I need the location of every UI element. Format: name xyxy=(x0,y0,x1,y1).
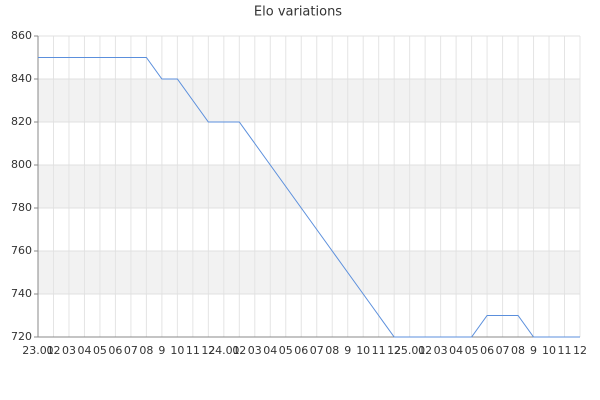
x-tick-label: 08 xyxy=(139,344,153,357)
x-tick-label: 10 xyxy=(356,344,370,357)
x-tick-label: 05 xyxy=(93,344,107,357)
x-tick-label: 06 xyxy=(294,344,308,357)
x-tick-label: 9 xyxy=(344,344,351,357)
grid-band xyxy=(38,79,580,122)
x-tick-label: 11 xyxy=(558,344,572,357)
y-tick-label: 740 xyxy=(11,287,32,300)
x-tick-label: 11 xyxy=(186,344,200,357)
x-tick-label: 02 xyxy=(418,344,432,357)
x-tick-label: 9 xyxy=(530,344,537,357)
grid-band xyxy=(38,251,580,294)
x-tick-label: 07 xyxy=(310,344,324,357)
x-tick-label: 05 xyxy=(279,344,293,357)
x-tick-label: 10 xyxy=(542,344,556,357)
x-tick-label: 25.01 xyxy=(394,344,426,357)
x-tick-label: 03 xyxy=(434,344,448,357)
x-tick-label: 04 xyxy=(77,344,91,357)
x-tick-label: 12 xyxy=(573,344,587,357)
x-tick-label: 10 xyxy=(170,344,184,357)
x-tick-label: 02 xyxy=(46,344,60,357)
y-tick-label: 840 xyxy=(11,72,32,85)
x-tick-label: 24.01 xyxy=(208,344,240,357)
x-tick-label: 05 xyxy=(465,344,479,357)
x-tick-label: 06 xyxy=(108,344,122,357)
y-tick-label: 720 xyxy=(11,330,32,343)
x-tick-label: 11 xyxy=(372,344,386,357)
x-tick-label: 12 xyxy=(201,344,215,357)
line xyxy=(38,57,580,338)
x-tick-label: 04 xyxy=(449,344,463,357)
x-tick-label: 06 xyxy=(480,344,494,357)
x-tick-label: 02 xyxy=(232,344,246,357)
chart-title: Elo variations xyxy=(254,5,342,20)
x-tick-label: 12 xyxy=(387,344,401,357)
x-tick-label: 07 xyxy=(496,344,510,357)
x-tick-label: 23.01 xyxy=(22,344,54,357)
grid-band xyxy=(38,165,580,208)
y-tick-label: 800 xyxy=(11,158,32,171)
y-tick-label: 820 xyxy=(11,115,32,128)
x-tick-label: 03 xyxy=(62,344,76,357)
x-tick-label: 07 xyxy=(124,344,138,357)
x-tick-label: 9 xyxy=(158,344,165,357)
x-tick-label: 08 xyxy=(325,344,339,357)
x-tick-label: 08 xyxy=(511,344,525,357)
x-tick-label: 04 xyxy=(263,344,277,357)
y-tick-label: 860 xyxy=(11,29,32,42)
y-tick-label: 780 xyxy=(11,201,32,214)
y-tick-label: 760 xyxy=(11,244,32,257)
x-tick-label: 03 xyxy=(248,344,262,357)
